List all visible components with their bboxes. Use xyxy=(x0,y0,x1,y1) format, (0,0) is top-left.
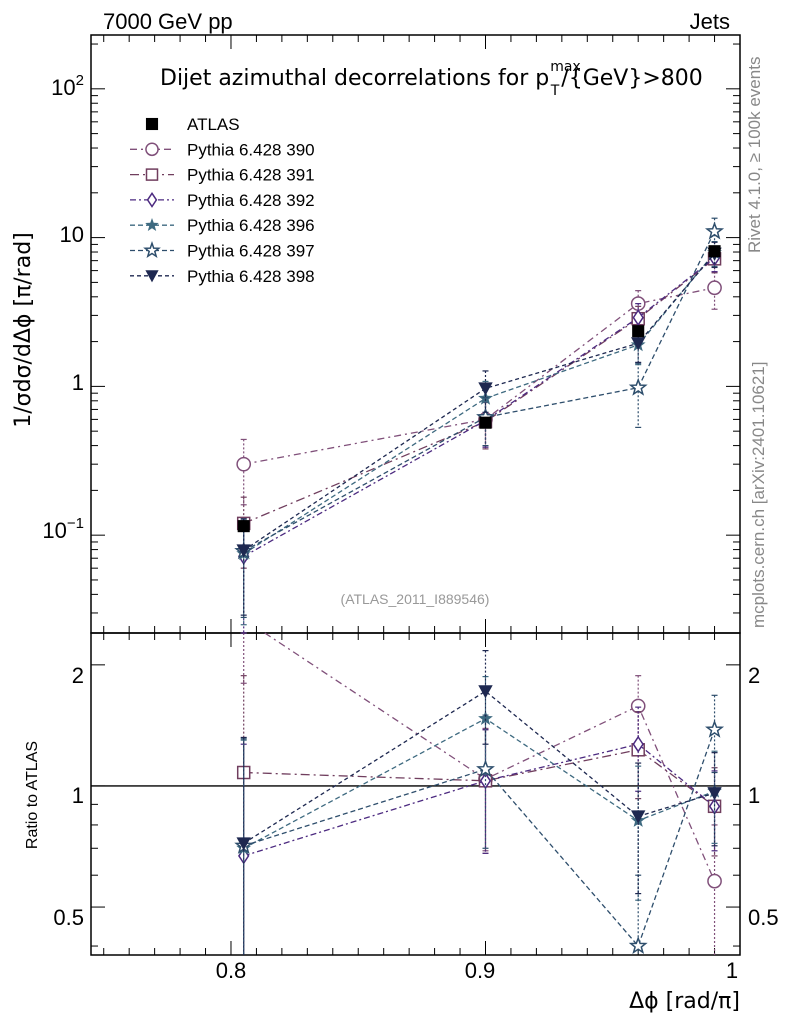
data-point xyxy=(632,309,644,327)
ratio-point xyxy=(707,873,722,889)
data-point xyxy=(478,382,493,396)
ratio-line xyxy=(243,729,716,948)
atlas-data-point xyxy=(479,416,492,429)
legend: ATLAS Pythia 6.428 390 Pythia 6.428 391 Pyt… xyxy=(130,115,315,286)
legend-marker xyxy=(145,117,159,131)
legend-item: Pythia 6.428 390 xyxy=(130,140,315,159)
x-tick-label-0.8: 0.8 xyxy=(216,958,247,983)
ratio-axis-title: Ratio to ATLAS xyxy=(24,741,41,849)
legend-label: ATLAS xyxy=(187,115,240,134)
series-pythia-6-428-390 xyxy=(236,271,722,955)
legend-marker xyxy=(146,191,158,208)
legend-item: Pythia 6.428 397 xyxy=(130,241,315,261)
x-tick-label-0.9: 0.9 xyxy=(465,958,496,983)
legend-marker xyxy=(145,270,159,283)
ratio-plot-frame xyxy=(90,632,741,956)
legend-item: Pythia 6.428 398 xyxy=(130,267,315,286)
ratio-tick-label-2: 2 xyxy=(72,663,84,688)
legend-label: Pythia 6.428 398 xyxy=(187,267,315,286)
rivet-version-label: Rivet 4.1.0, ≥ 100k events xyxy=(745,57,764,253)
y-tick-label-10: 10 xyxy=(60,222,84,247)
series-layer xyxy=(234,217,725,955)
atlas-data-point xyxy=(632,325,645,338)
ratio-point xyxy=(476,759,495,778)
ratio-point xyxy=(630,810,646,824)
mcplots-label: mcplots.cern.ch [arXiv:2401.10621] xyxy=(749,362,768,628)
legend-item: Pythia 6.428 396 xyxy=(130,216,315,235)
data-point xyxy=(707,280,722,296)
series-line xyxy=(243,231,716,552)
data-point xyxy=(630,337,646,351)
collision-label: 7000 GeV pp xyxy=(103,9,233,34)
legend-label: Pythia 6.428 391 xyxy=(187,166,315,185)
legend-marker xyxy=(145,168,159,181)
legend-label: Pythia 6.428 390 xyxy=(187,140,315,159)
data-point xyxy=(705,221,725,240)
legend-label: Pythia 6.428 396 xyxy=(187,216,315,235)
ratio-point xyxy=(707,787,722,801)
data-point xyxy=(236,456,252,472)
ratio-point xyxy=(478,710,493,725)
ratio-tick-label-0.5: 0.5 xyxy=(53,905,84,930)
atlas-data-point xyxy=(237,520,250,533)
legend-marker xyxy=(143,241,161,259)
ratio-line xyxy=(243,717,715,849)
series-atlas xyxy=(237,245,721,533)
legend-label: Pythia 6.428 397 xyxy=(187,242,315,261)
data-point xyxy=(628,377,648,396)
ratio-point xyxy=(628,936,648,955)
axis-ticks xyxy=(91,35,741,955)
legend-item: ATLAS xyxy=(145,115,240,134)
y-tick-label-0.1: 10−1 xyxy=(42,515,84,543)
x-axis-title: Δϕ [rad/π] xyxy=(629,989,740,1014)
data-point xyxy=(236,544,251,558)
atlas-data-point xyxy=(708,245,721,258)
ratio-tick-label-right-1: 1 xyxy=(748,783,760,808)
ratio-tick-label-1: 1 xyxy=(72,783,84,808)
series-pythia-6-428-397 xyxy=(234,217,725,955)
y-axis-title: 1/σdσ/dΔϕ [π/rad] xyxy=(11,232,36,428)
ratio-point xyxy=(478,685,493,699)
x-tick-label-1: 1 xyxy=(726,958,738,983)
ratio-line xyxy=(243,743,715,857)
ratio-point xyxy=(236,837,251,851)
jets-label: Jets xyxy=(690,9,730,34)
legend-marker xyxy=(145,142,159,157)
series-line xyxy=(243,252,716,555)
legend-item: Pythia 6.428 391 xyxy=(130,166,315,185)
series-line xyxy=(243,258,715,524)
legend-marker xyxy=(145,218,159,231)
y-tick-label-100: 102 xyxy=(51,72,84,100)
ratio-point xyxy=(632,735,644,753)
legend-item: Pythia 6.428 392 xyxy=(130,191,315,210)
ratio-tick-label-right-2: 2 xyxy=(748,663,760,688)
ratio-tick-label-right-0.5: 0.5 xyxy=(748,905,779,930)
analysis-reference: (ATLAS_2011_I889546) xyxy=(341,591,490,607)
ratio-point xyxy=(630,698,646,714)
y-tick-label-1: 1 xyxy=(72,370,84,395)
series-line xyxy=(243,257,715,557)
legend-label: Pythia 6.428 392 xyxy=(187,191,315,210)
plot-title: Dijet azimuthal decorrelations for pmax T… xyxy=(160,59,703,99)
series-line xyxy=(243,287,715,465)
ratio-point xyxy=(705,719,725,738)
ratio-line xyxy=(264,632,716,882)
ratio-line xyxy=(243,690,715,844)
ratio-line xyxy=(243,749,715,807)
